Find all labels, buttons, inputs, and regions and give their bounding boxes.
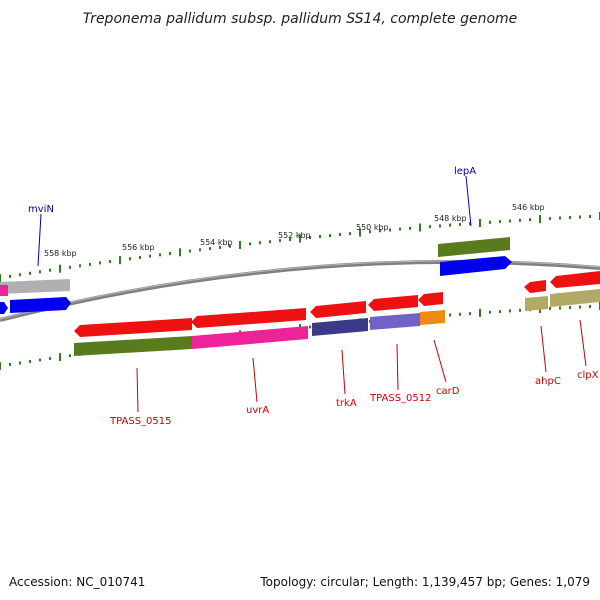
gene-label-tpass-0515[interactable]: TPASS_0515 xyxy=(109,416,171,427)
map-title: Treponema pallidum subsp. pallidum SS14,… xyxy=(83,11,518,27)
gene-feature[interactable] xyxy=(10,297,71,313)
gene-label-tpass-0512[interactable]: TPASS_0512 xyxy=(369,393,431,404)
genome-backbone xyxy=(0,259,600,322)
gene-feature[interactable] xyxy=(525,296,548,311)
gene-feature[interactable] xyxy=(191,308,306,328)
gene-feature[interactable] xyxy=(438,237,510,257)
gene-feature[interactable] xyxy=(74,336,192,356)
gene-feature[interactable] xyxy=(420,310,445,325)
gene-feature[interactable] xyxy=(524,280,546,293)
gene-feature[interactable] xyxy=(312,318,368,336)
gene-feature[interactable] xyxy=(368,295,418,311)
gene-label-ahpc[interactable]: ahpC xyxy=(535,376,561,387)
genome-summary-text: Topology: circular; Length: 1,139,457 bp… xyxy=(259,575,590,589)
gene-feature[interactable] xyxy=(310,301,366,318)
gene-feature[interactable] xyxy=(550,289,600,307)
genome-backbone-highlight xyxy=(0,260,600,320)
kbp-tick-label: 556 kbp xyxy=(122,243,155,252)
gene-feature[interactable] xyxy=(0,302,8,314)
outer-tick-track xyxy=(0,212,600,282)
top-strand-genes xyxy=(0,237,512,314)
gene-feature[interactable] xyxy=(370,313,420,330)
gene-feature[interactable] xyxy=(418,292,443,306)
label-leader-lines xyxy=(37,175,587,413)
bottom-strand-genes xyxy=(74,271,600,356)
kbp-tick-label: 552 kbp xyxy=(278,231,311,240)
kbp-tick-label: 546 kbp xyxy=(512,203,545,212)
gene-feature[interactable] xyxy=(192,326,308,349)
gene-feature[interactable] xyxy=(440,256,512,276)
gene-label-lepa[interactable]: lepA xyxy=(454,166,476,177)
gene-label-card[interactable]: carD xyxy=(436,386,460,397)
gene-feature[interactable] xyxy=(74,318,192,337)
gene-label-mvin[interactable]: mviN xyxy=(28,204,54,215)
kbp-tick-label: 550 kbp xyxy=(356,223,389,232)
gene-label-trka[interactable]: trkA xyxy=(336,398,357,409)
kbp-tick-label: 548 kbp xyxy=(434,214,467,223)
kbp-tick-label: 558 kbp xyxy=(44,249,77,258)
gene-label-uvra[interactable]: uvrA xyxy=(246,405,269,416)
gene-label-clpx[interactable]: clpX xyxy=(577,370,599,381)
accession-text: Accession: NC_010741 xyxy=(9,575,145,589)
gene-feature[interactable] xyxy=(0,279,70,294)
gene-feature[interactable] xyxy=(0,285,8,296)
kbp-tick-label: 554 kbp xyxy=(200,238,233,247)
gene-feature[interactable] xyxy=(550,271,600,288)
